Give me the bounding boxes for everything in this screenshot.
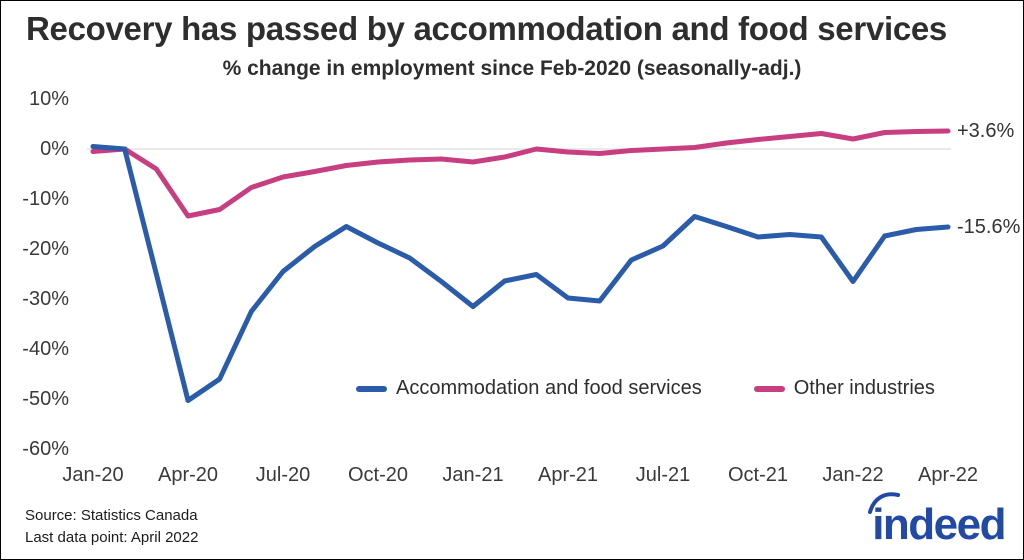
- x-tick-label: Oct-20: [347, 464, 409, 486]
- source-note: Source: Statistics Canada Last data poin…: [25, 505, 198, 549]
- indeed-logo: indeed: [868, 492, 1006, 551]
- line-accommodation-and-food-services: [90, 144, 951, 403]
- indeed-logo-text: indeed: [872, 500, 1006, 549]
- legend: Accommodation and food services Other in…: [356, 377, 935, 400]
- legend-item-accommodation: Accommodation and food services: [356, 377, 702, 400]
- chart-subtitle: % change in employment since Feb-2020 (s…: [222, 57, 802, 80]
- legend-item-other-industries: Other industries: [753, 377, 935, 400]
- x-tick-label: Oct-21: [727, 464, 789, 486]
- x-tick-label: Jan-21: [442, 464, 504, 486]
- y-tick-label: -10%: [22, 188, 69, 210]
- end-label-accommodation: -15.6%: [957, 216, 1021, 238]
- end-label-other-industries: +3.6%: [957, 120, 1015, 142]
- source-line: Source: Statistics Canada: [25, 507, 198, 524]
- x-tick-label: Apr-22: [917, 464, 979, 486]
- legend-swatch-accommodation-icon: [356, 385, 387, 392]
- y-tick-label: -60%: [22, 438, 69, 460]
- line-other-industries: [90, 128, 951, 219]
- y-tick-label: -30%: [22, 288, 69, 310]
- y-tick-label: 10%: [28, 88, 69, 110]
- x-tick-label: Apr-21: [537, 464, 599, 486]
- x-tick-label: Jan-20: [62, 464, 124, 486]
- legend-label-other-industries: Other industries: [793, 377, 935, 399]
- legend-swatch-other-industries-icon: [753, 385, 785, 392]
- y-tick-label: -40%: [22, 338, 69, 360]
- y-tick-label: -50%: [22, 388, 69, 410]
- last-data-point-line: Last data point: April 2022: [25, 529, 199, 546]
- y-tick-label: 0%: [40, 138, 69, 160]
- chart-title: Recovery has passed by accommodation and…: [26, 10, 947, 47]
- y-tick-label: -20%: [22, 238, 69, 260]
- x-tick-label: Jul-20: [255, 464, 311, 486]
- legend-label-accommodation: Accommodation and food services: [396, 377, 702, 399]
- x-tick-label: Jan-22: [822, 464, 884, 486]
- x-tick-label: Apr-20: [157, 464, 219, 486]
- indeed-swoosh-icon: [868, 492, 901, 514]
- x-tick-label: Jul-21: [635, 464, 691, 486]
